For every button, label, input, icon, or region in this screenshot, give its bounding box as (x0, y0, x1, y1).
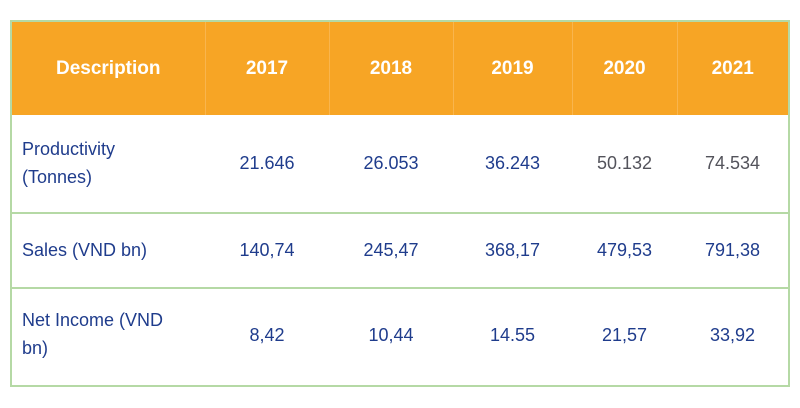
value-cell: 50.132 (572, 115, 677, 213)
value-cell: 791,38 (677, 213, 788, 288)
row-label: Net Income (VND bn) (12, 288, 205, 381)
value-cell: 21.646 (205, 115, 329, 213)
header-cell-2018: 2018 (328, 22, 453, 115)
financial-results-table: Description 2017 2018 2019 2020 2021 Pro… (10, 20, 790, 387)
value-cell: 245,47 (329, 213, 453, 288)
header-row: Description 2017 2018 2019 2020 2021 (12, 22, 788, 115)
value-cell: 8,42 (205, 288, 329, 381)
value-cell: 26.053 (329, 115, 453, 213)
value-cell: 74.534 (677, 115, 788, 213)
header-cell-description: Description (12, 22, 205, 115)
value-cell: 10,44 (329, 288, 453, 381)
header-cell-2019: 2019 (452, 22, 572, 115)
table-row-net-income: Net Income (VND bn) 8,42 10,44 14.55 21,… (12, 288, 788, 381)
header-cell-2017: 2017 (204, 22, 329, 115)
value-cell: 33,92 (677, 288, 788, 381)
row-label: Productivity (Tonnes) (12, 115, 205, 213)
value-cell: 479,53 (572, 213, 677, 288)
value-cell: 14.55 (453, 288, 572, 381)
data-table: Description 2017 2018 2019 2020 2021 Pro… (12, 22, 788, 381)
value-cell: 368,17 (453, 213, 572, 288)
table-row-sales: Sales (VND bn) 140,74 245,47 368,17 479,… (12, 213, 788, 288)
header-cell-2021: 2021 (676, 22, 788, 115)
row-label: Sales (VND bn) (12, 213, 205, 288)
value-cell: 140,74 (205, 213, 329, 288)
table-row-productivity: Productivity (Tonnes) 21.646 26.053 36.2… (12, 115, 788, 213)
value-cell: 21,57 (572, 288, 677, 381)
value-cell: 36.243 (453, 115, 572, 213)
header-cell-2020: 2020 (571, 22, 677, 115)
